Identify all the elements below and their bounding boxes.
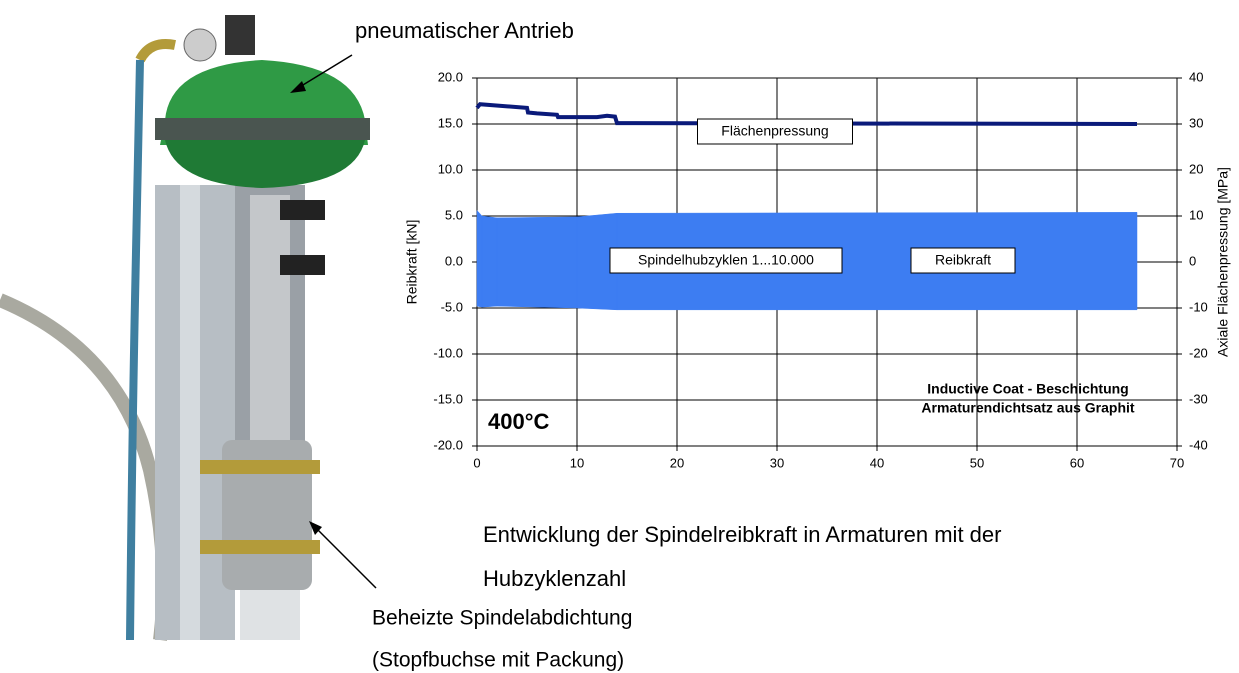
gauge — [183, 28, 217, 62]
y-tick-label: -20.0 — [433, 437, 463, 452]
y-tick-label: -5.0 — [441, 299, 463, 314]
y2-axis-label: Axiale Flächenpressung [MPa] — [1215, 167, 1231, 357]
annotation: Reibkraft — [935, 252, 991, 268]
actuator-flange — [155, 118, 370, 140]
y2-tick-label: -30 — [1189, 391, 1208, 406]
y-tick-label: 5.0 — [445, 207, 463, 222]
frame-light — [180, 185, 200, 640]
actuator-bottom — [165, 140, 365, 188]
clamp — [200, 540, 320, 554]
annotation: Flächenpressung — [721, 123, 828, 139]
y-tick-label: -10.0 — [433, 345, 463, 360]
x-tick-label: 30 — [770, 455, 784, 470]
photo — [0, 15, 370, 641]
y2-tick-label: 10 — [1189, 207, 1203, 222]
chart: -20.0 -15.0 -10.0 -5.0 0.0 5.0 10.0 15.0 20.0 -40… — [404, 69, 1231, 470]
annotation-box — [910, 247, 1016, 274]
stem — [250, 195, 290, 445]
sensor — [280, 200, 325, 220]
arrow — [297, 54, 353, 89]
x-tick-label: 60 — [1070, 455, 1084, 470]
base — [240, 590, 300, 640]
y2-tick-label: 40 — [1189, 69, 1203, 84]
positioner — [225, 15, 255, 55]
band-segment — [616, 212, 1138, 311]
y2-tick-label: 20 — [1189, 161, 1203, 176]
y-tick-label: 20.0 — [438, 69, 463, 84]
arrow — [315, 527, 377, 589]
y-axis-label: Reibkraft [kN] — [404, 220, 420, 305]
x-tick-label: 20 — [670, 455, 684, 470]
band-segment — [496, 216, 578, 309]
line — [475, 102, 1138, 126]
y-tick-label: 0.0 — [445, 253, 463, 268]
y2-tick-label: 30 — [1189, 115, 1203, 130]
clamp — [200, 460, 320, 474]
arrows — [290, 54, 377, 589]
annotation-box — [697, 118, 853, 145]
annotation-box — [609, 247, 843, 274]
y2-tick-label: -10 — [1189, 299, 1208, 314]
x-tick-label: 40 — [870, 455, 884, 470]
y2-tick-label: 0 — [1189, 253, 1196, 268]
sensor — [280, 255, 325, 275]
caption: Hubzyklenzahl — [483, 566, 626, 591]
y-tick-label: -15.0 — [433, 391, 463, 406]
band-segment — [476, 209, 483, 308]
photo-label: pneumatischer Antrieb — [355, 18, 574, 43]
braided-hose — [0, 293, 171, 641]
y-tick-label: 15.0 — [438, 115, 463, 130]
photo-label: (Stopfbuchse mit Packung) — [372, 649, 624, 672]
annotation: Spindelhubzyklen 1...10.000 — [638, 252, 814, 268]
fitting — [135, 39, 176, 63]
blue-hose — [126, 59, 144, 641]
y2-tick-label: -40 — [1189, 437, 1208, 452]
x-tick-label: 0 — [473, 455, 480, 470]
arrowhead — [290, 81, 306, 93]
y2-tick-label: -20 — [1189, 345, 1208, 360]
y-tick-label: 10.0 — [438, 161, 463, 176]
annotation: Armaturendichtsatz aus Graphit — [921, 400, 1134, 416]
arrowhead — [309, 521, 322, 535]
caption: Entwicklung der Spindelreibkraft in Arma… — [483, 522, 1001, 547]
annotation: 400°C — [488, 409, 550, 434]
x-tick-label: 10 — [570, 455, 584, 470]
band-segment — [481, 215, 498, 308]
x-tick-label: 70 — [1170, 455, 1184, 470]
x-tick-label: 50 — [970, 455, 984, 470]
annotation: Inductive Coat - Beschichtung — [927, 381, 1128, 397]
photo-label: Beheizte Spindelabdichtung — [372, 607, 632, 630]
